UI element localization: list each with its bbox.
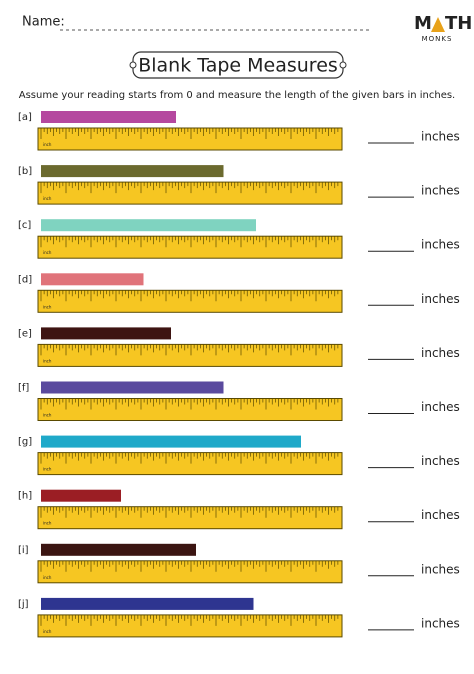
row-label: [e] [18, 328, 32, 339]
unit-label: inches [421, 616, 460, 630]
ruler-label: inch [43, 521, 52, 526]
unit-label: inches [421, 562, 460, 576]
row-label: [d] [18, 274, 32, 285]
name-label: Name: [22, 15, 65, 30]
title-dot [339, 61, 347, 69]
title: Blank Tape Measures [138, 55, 338, 77]
row-label: [h] [18, 491, 32, 502]
bar [41, 111, 176, 123]
ruler [37, 398, 343, 421]
unit-label: inches [421, 292, 460, 306]
bar [41, 543, 196, 556]
row-label: [i] [18, 545, 29, 556]
unit-label: inches [421, 184, 460, 198]
bar [41, 273, 144, 286]
ruler-label: inch [43, 142, 52, 147]
row-label: [c] [18, 220, 31, 231]
brand-left: M [414, 13, 432, 34]
row-label: [b] [18, 166, 32, 177]
bar [41, 327, 171, 340]
row-label: [j] [18, 599, 29, 610]
ruler-label: inch [43, 250, 52, 255]
ruler [37, 235, 343, 259]
unit-label: inches [421, 130, 460, 144]
ruler [37, 506, 343, 530]
ruler [37, 127, 343, 151]
bar [41, 597, 254, 610]
row-label: [f] [18, 383, 29, 394]
row-label: [a] [18, 112, 32, 123]
title-dot [129, 61, 137, 69]
bar [41, 381, 224, 394]
unit-label: inches [421, 508, 460, 522]
ruler [37, 560, 343, 584]
ruler-label: inch [43, 413, 52, 418]
ruler [37, 343, 343, 367]
brand-sub: MONKS [422, 35, 453, 43]
ruler [37, 452, 343, 476]
unit-label: inches [421, 454, 460, 468]
ruler-label: inch [43, 358, 52, 363]
instructions: Assume your reading starts from 0 and me… [19, 90, 455, 101]
ruler-label: inch [43, 575, 52, 580]
ruler-label: inch [43, 196, 52, 201]
ruler [37, 614, 343, 638]
brand-triangle [431, 17, 445, 32]
ruler-label: inch [43, 629, 52, 634]
ruler [37, 289, 343, 313]
ruler-label: inch [43, 467, 52, 472]
bar [41, 219, 256, 232]
ruler-label: inch [43, 304, 52, 309]
bar [41, 435, 301, 448]
bar [41, 489, 121, 502]
ruler [37, 181, 343, 205]
brand-right: TH [445, 13, 472, 34]
unit-label: inches [421, 346, 460, 360]
unit-label: inches [421, 400, 460, 414]
row-label: [g] [18, 437, 32, 448]
bar [41, 165, 224, 178]
unit-label: inches [421, 238, 460, 252]
